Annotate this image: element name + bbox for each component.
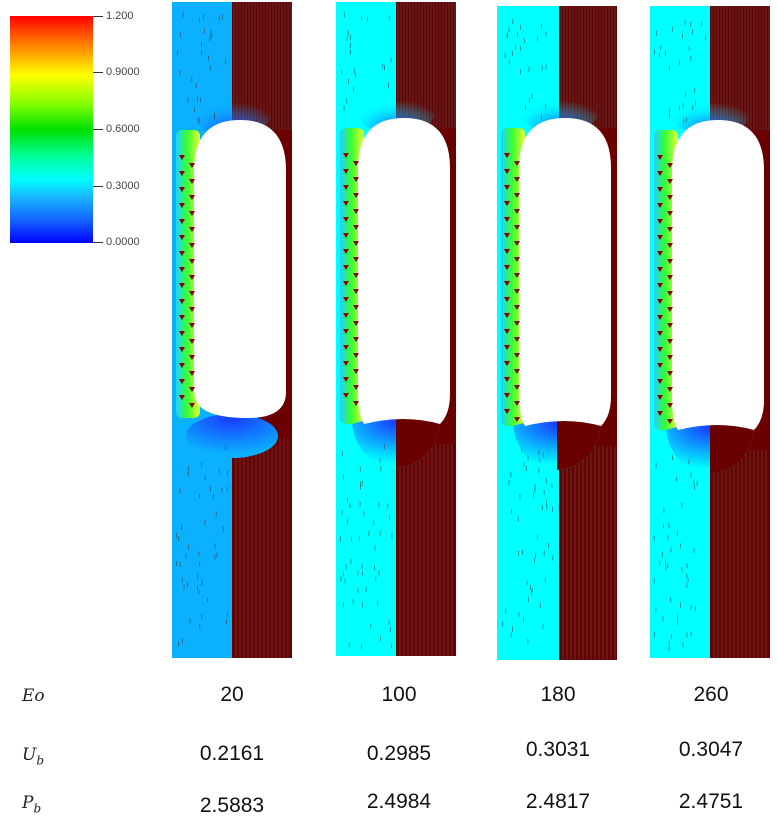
gas-bubble: [672, 120, 764, 430]
ub-value: 0.3047: [678, 738, 744, 761]
colorbar-tick-mark: [93, 72, 103, 73]
colorbar-tick-label: 0.0000: [106, 236, 140, 248]
colorbar-tick-mark: [93, 186, 103, 187]
colorbar-tick-label: 1.200: [106, 10, 134, 22]
eo-value: 20: [220, 683, 244, 706]
colorbar-tick-mark: [93, 129, 103, 130]
wake-region: [186, 414, 278, 458]
simulation-panel-eo-20: [172, 2, 292, 658]
ub-value: 0.2161: [199, 742, 265, 765]
row-label-pb: Pb: [22, 793, 42, 816]
pb-value: 2.5883: [199, 794, 265, 817]
pb-value: 2.4984: [366, 790, 432, 813]
simulation-panel-eo-180: [497, 6, 617, 660]
eo-value: 260: [693, 683, 729, 706]
colorbar-tick-mark: [93, 16, 103, 17]
pb-value: 2.4817: [525, 790, 591, 813]
gas-bubble: [519, 118, 611, 426]
row-label-eo: Eo: [22, 686, 45, 706]
gas-bubble: [194, 120, 286, 418]
ub-value: 0.3031: [525, 738, 591, 761]
colorbar-tick-label: 0.3000: [106, 180, 140, 192]
eo-value: 180: [540, 683, 576, 706]
eo-value: 100: [381, 683, 417, 706]
row-label-ub: Ub: [22, 745, 45, 768]
simulation-panel-eo-260: [650, 6, 770, 658]
color-scale-legend: 1.200 0.9000 0.6000 0.3000 0.0000: [8, 10, 148, 248]
pb-value: 2.4751: [678, 790, 744, 813]
color-scale-bar: [10, 16, 93, 243]
ub-value: 0.2985: [366, 742, 432, 765]
simulation-panel-eo-100: [336, 2, 456, 656]
colorbar-tick-mark: [93, 242, 103, 243]
colorbar-tick-label: 0.9000: [106, 66, 140, 78]
gas-bubble: [358, 118, 450, 424]
colorbar-tick-label: 0.6000: [106, 123, 140, 135]
